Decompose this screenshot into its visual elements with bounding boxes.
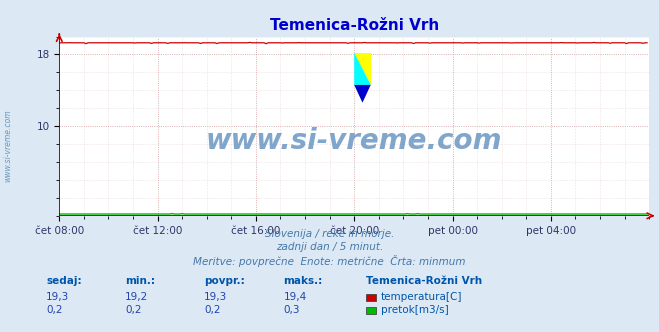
Text: min.:: min.: (125, 276, 156, 286)
Text: Meritve: povprečne  Enote: metrične  Črta: minmum: Meritve: povprečne Enote: metrične Črta:… (193, 255, 466, 267)
Text: 0,2: 0,2 (125, 305, 142, 315)
Text: zadnji dan / 5 minut.: zadnji dan / 5 minut. (276, 242, 383, 252)
Text: 0,3: 0,3 (283, 305, 300, 315)
Text: 19,3: 19,3 (46, 292, 69, 302)
Text: Slovenija / reke in morje.: Slovenija / reke in morje. (265, 229, 394, 239)
Text: 19,2: 19,2 (125, 292, 148, 302)
Title: Temenica-Rožni Vrh: Temenica-Rožni Vrh (270, 18, 439, 33)
Text: 19,3: 19,3 (204, 292, 227, 302)
Polygon shape (355, 53, 371, 85)
Text: www.si-vreme.com: www.si-vreme.com (206, 126, 502, 154)
Text: 0,2: 0,2 (46, 305, 63, 315)
Text: Temenica-Rožni Vrh: Temenica-Rožni Vrh (366, 276, 482, 286)
Text: povpr.:: povpr.: (204, 276, 245, 286)
Text: pretok[m3/s]: pretok[m3/s] (381, 305, 449, 315)
Text: temperatura[C]: temperatura[C] (381, 292, 463, 302)
Text: sedaj:: sedaj: (46, 276, 82, 286)
Text: www.si-vreme.com: www.si-vreme.com (3, 110, 13, 182)
Text: maks.:: maks.: (283, 276, 323, 286)
Text: 0,2: 0,2 (204, 305, 221, 315)
Polygon shape (355, 85, 371, 103)
Polygon shape (355, 53, 371, 85)
Text: 19,4: 19,4 (283, 292, 306, 302)
